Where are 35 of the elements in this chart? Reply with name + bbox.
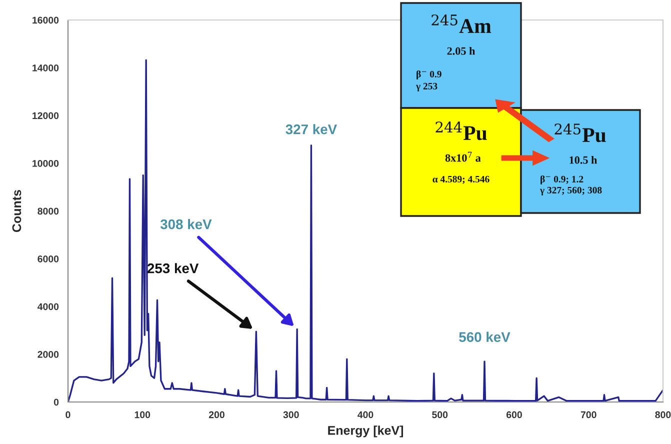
annotation: 560 keV (459, 332, 510, 342)
annotation: 2.05 h (447, 46, 476, 55)
x-axis-title: Energy [keV] (328, 426, 404, 438)
annotation: β$^{−}$ 0.9 (416, 70, 442, 80)
y-tick-label: 6000 (38, 255, 59, 262)
annotation: 10.5 h (570, 156, 598, 164)
x-tick-label: 600 (506, 411, 522, 418)
y-tick-label: 2000 (38, 350, 59, 358)
annotation: 8x10$^{7}$ a (445, 152, 481, 162)
x-tick-label: 0 (66, 411, 70, 418)
annotation: $^{245}$Pu (554, 124, 606, 142)
x-tick-label: 200 (208, 411, 224, 418)
y-tick-label: 10000 (32, 160, 59, 167)
y-tick-label: 0 (54, 398, 59, 406)
x-tick-label: 700 (580, 411, 596, 418)
annotation: β$^{−}$ 0.9; 1.2 (540, 175, 584, 184)
annotation: α 4.589; 4.546 (432, 176, 490, 184)
annotation: 327 keV (286, 124, 337, 134)
annotation: γ 327; 560; 308 (540, 186, 602, 196)
x-tick-label: 300 (283, 411, 299, 418)
annotation: γ 253 (416, 82, 438, 92)
annotation: $^{244}$Pu (436, 122, 487, 140)
annotation: 253 keV (147, 263, 199, 274)
y-tick-label: 16000 (32, 16, 59, 24)
y-tick-label: 14000 (32, 64, 59, 72)
y-tick-label: 8000 (38, 208, 59, 215)
x-tick-label: 500 (432, 411, 448, 418)
y-axis-title: Counts (12, 190, 22, 232)
x-tick-label: 400 (358, 411, 374, 418)
annotation: $^{245}$Am (432, 14, 492, 33)
x-tick-label: 800 (655, 411, 671, 418)
y-tick-label: 12000 (32, 112, 59, 120)
x-tick-label: 100 (134, 411, 150, 418)
y-tick-label: 4000 (37, 303, 59, 310)
annotation: 308 keV (160, 219, 212, 230)
